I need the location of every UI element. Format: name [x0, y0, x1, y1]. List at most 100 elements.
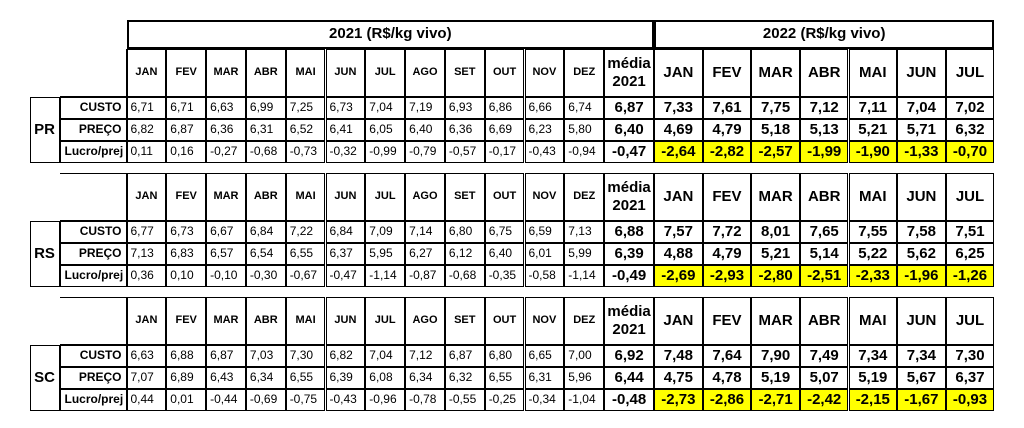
- value-cell: 7,04: [365, 344, 406, 367]
- column-header: OUT: [484, 48, 525, 97]
- value-cell: -0,32: [325, 140, 366, 163]
- column-header: JAN: [654, 172, 703, 221]
- column-header: MAR: [206, 172, 246, 221]
- value-cell: -0,44: [206, 388, 246, 411]
- column-header: MAI: [285, 296, 326, 345]
- value-cell: 6,87: [604, 96, 655, 119]
- value-cell: -2,86: [702, 388, 752, 411]
- value-cell: 6,93: [444, 96, 485, 119]
- value-cell: 7,55: [848, 220, 898, 243]
- column-header: JUL: [365, 296, 406, 345]
- value-cell: -0,67: [285, 264, 326, 287]
- value-cell: 6,55: [285, 242, 326, 265]
- value-cell: 7,14: [405, 220, 445, 243]
- column-header: média 2021: [604, 48, 655, 97]
- value-cell: 7,72: [702, 220, 752, 243]
- value-cell: 6,34: [405, 366, 445, 389]
- value-cell: 7,61: [702, 96, 752, 119]
- value-cell: 7,12: [799, 96, 849, 119]
- value-cell: 0,10: [166, 264, 207, 287]
- value-cell: 4,75: [654, 366, 703, 389]
- column-header: OUT: [484, 172, 525, 221]
- value-cell: -0,47: [604, 140, 655, 163]
- value-cell: 6,84: [325, 220, 366, 243]
- blank-cell: [59, 296, 127, 345]
- row-label: PREÇO: [59, 118, 127, 141]
- value-cell: 5,99: [564, 242, 605, 265]
- value-cell: 7,11: [848, 96, 898, 119]
- value-cell: 7,75: [751, 96, 800, 119]
- column-header: ABR: [245, 296, 286, 345]
- value-cell: -2,69: [654, 264, 703, 287]
- column-header: JAN: [126, 172, 167, 221]
- value-cell: 0,44: [126, 388, 167, 411]
- value-cell: 6,87: [206, 344, 246, 367]
- column-header: FEV: [702, 296, 752, 345]
- column-header: MAI: [848, 172, 898, 221]
- value-cell: 5,22: [848, 242, 898, 265]
- column-header: DEZ: [564, 296, 605, 345]
- column-header: JUN: [897, 48, 946, 97]
- row-label: CUSTO: [59, 96, 127, 119]
- value-cell: 6,80: [444, 220, 485, 243]
- value-cell: 7,12: [405, 344, 445, 367]
- value-cell: 0,16: [166, 140, 207, 163]
- value-cell: 6,40: [484, 242, 525, 265]
- value-cell: 6,77: [126, 220, 167, 243]
- column-header: ABR: [245, 172, 286, 221]
- column-header: FEV: [702, 48, 752, 97]
- value-cell: -0,94: [564, 140, 605, 163]
- value-cell: -0,35: [484, 264, 525, 287]
- value-cell: 6,32: [444, 366, 485, 389]
- value-cell: 6,86: [484, 96, 525, 119]
- value-cell: -1,99: [799, 140, 849, 163]
- column-header: JUN: [325, 48, 366, 97]
- value-cell: 6,92: [604, 344, 655, 367]
- value-cell: -1,04: [564, 388, 605, 411]
- row-label: Lucro/prej: [59, 388, 127, 411]
- header-2022: 2022 (R$/kg vivo): [654, 19, 995, 49]
- value-cell: 6,82: [325, 344, 366, 367]
- value-cell: 6,54: [245, 242, 286, 265]
- value-cell: -2,71: [751, 388, 800, 411]
- value-cell: 6,34: [245, 366, 286, 389]
- value-cell: 6,55: [285, 366, 326, 389]
- column-header: JUL: [945, 296, 995, 345]
- column-header: média 2021: [604, 296, 655, 345]
- value-cell: 6,80: [484, 344, 525, 367]
- value-cell: 7,51: [945, 220, 995, 243]
- value-cell: -0,57: [444, 140, 485, 163]
- column-header: ABR: [799, 48, 849, 97]
- value-cell: -2,42: [799, 388, 849, 411]
- value-cell: -2,15: [848, 388, 898, 411]
- value-cell: 7,65: [799, 220, 849, 243]
- value-cell: 5,96: [564, 366, 605, 389]
- column-header: OUT: [484, 296, 525, 345]
- value-cell: 7,03: [245, 344, 286, 367]
- column-header: MAR: [751, 48, 800, 97]
- value-cell: 6,37: [945, 366, 995, 389]
- value-cell: 7,04: [365, 96, 406, 119]
- value-cell: 6,63: [206, 96, 246, 119]
- row-label: CUSTO: [59, 344, 127, 367]
- column-header: AGO: [405, 172, 445, 221]
- value-cell: 7,25: [285, 96, 326, 119]
- column-header: ABR: [799, 296, 849, 345]
- value-cell: 0,36: [126, 264, 167, 287]
- value-cell: -2,82: [702, 140, 752, 163]
- value-cell: 6,82: [126, 118, 167, 141]
- value-cell: 7,30: [285, 344, 326, 367]
- value-cell: 6,57: [206, 242, 246, 265]
- column-header: MAI: [285, 172, 326, 221]
- value-cell: 6,73: [166, 220, 207, 243]
- value-cell: -0,49: [604, 264, 655, 287]
- value-cell: 6,69: [484, 118, 525, 141]
- column-header: NOV: [524, 48, 565, 97]
- value-cell: 4,69: [654, 118, 703, 141]
- value-cell: 6,88: [166, 344, 207, 367]
- value-cell: 7,13: [126, 242, 167, 265]
- value-cell: 6,23: [524, 118, 565, 141]
- value-cell: 5,62: [897, 242, 946, 265]
- column-header: MAI: [285, 48, 326, 97]
